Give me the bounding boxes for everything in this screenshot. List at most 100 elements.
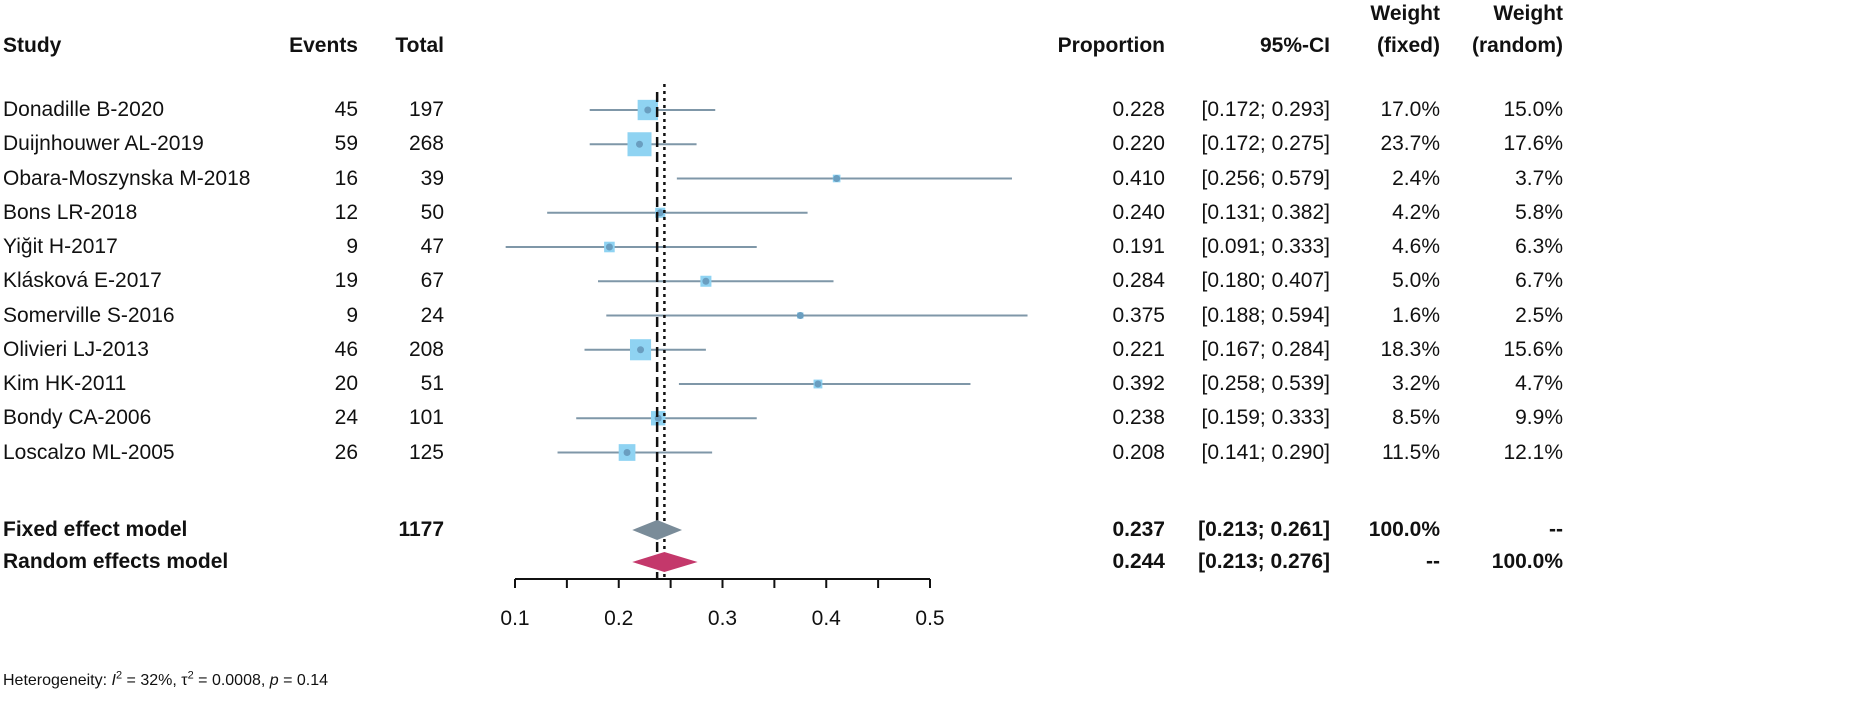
study-ci: [0.172; 0.275] xyxy=(1201,132,1330,156)
study-weight-fixed: 23.7% xyxy=(1380,132,1440,156)
study-proportion: 0.238 xyxy=(1112,406,1165,430)
study-events: 26 xyxy=(334,440,358,464)
study-total: 24 xyxy=(420,303,444,327)
study-proportion: 0.208 xyxy=(1112,440,1165,464)
header-ci: 95%-CI xyxy=(1259,34,1330,57)
point-estimate xyxy=(796,312,804,319)
study-weight-fixed: 3.2% xyxy=(1392,372,1440,395)
study-name: Klásková E-2017 xyxy=(3,269,162,293)
header-weight-fixed-2: (fixed) xyxy=(1377,34,1440,57)
study-events: 12 xyxy=(334,200,358,224)
study-weight-fixed: 2.4% xyxy=(1392,166,1440,190)
study-ci: [0.167; 0.284] xyxy=(1201,337,1330,361)
study-weight-fixed: 1.6% xyxy=(1392,303,1440,327)
study-weight-fixed: 8.5% xyxy=(1392,406,1440,430)
study-total: 208 xyxy=(408,337,444,361)
study-events: 24 xyxy=(334,406,358,430)
study-weight-fixed: 5.0% xyxy=(1392,269,1440,293)
point-estimate xyxy=(656,209,664,217)
study-events: 45 xyxy=(334,98,358,121)
study-events: 19 xyxy=(334,269,358,293)
fixed-proportion: 0.237 xyxy=(1112,518,1165,541)
header-total: Total xyxy=(395,34,444,57)
point-estimate xyxy=(814,380,822,388)
fixed-weight-random: -- xyxy=(1549,518,1563,541)
study-ci: [0.188; 0.594] xyxy=(1201,303,1330,327)
study-total: 39 xyxy=(420,166,444,190)
study-ci: [0.256; 0.579] xyxy=(1201,166,1330,190)
study-total: 67 xyxy=(420,269,444,293)
header-proportion: Proportion xyxy=(1057,34,1165,57)
study-name: Bons LR-2018 xyxy=(3,200,138,224)
header-events: Events xyxy=(289,34,358,57)
study-proportion: 0.240 xyxy=(1112,200,1165,224)
study-ci: [0.141; 0.290] xyxy=(1201,440,1330,464)
study-total: 47 xyxy=(420,235,444,258)
study-total: 101 xyxy=(408,406,444,430)
study-weight-fixed: 17.0% xyxy=(1380,98,1440,121)
x-tick-label: 0.3 xyxy=(708,607,737,630)
point-estimate xyxy=(637,346,645,354)
random-label: Random effects model xyxy=(3,550,229,573)
study-events: 9 xyxy=(346,235,358,258)
study-weight-random: 5.8% xyxy=(1515,200,1563,224)
study-total: 197 xyxy=(408,98,444,121)
study-ci: [0.091; 0.333] xyxy=(1201,235,1330,258)
point-estimate xyxy=(702,277,710,285)
point-estimate xyxy=(636,140,643,148)
study-total: 268 xyxy=(408,132,444,156)
study-name: Somerville S-2016 xyxy=(3,303,175,327)
x-tick-label: 0.1 xyxy=(500,607,529,630)
fixed-ci: [0.213; 0.261] xyxy=(1198,518,1330,541)
heterogeneity-text: Heterogeneity: I2 = 32%, τ2 = 0.0008, p … xyxy=(3,669,329,689)
fixed-label: Fixed effect model xyxy=(3,518,188,541)
study-name: Yiğit H-2017 xyxy=(3,235,118,258)
study-ci: [0.159; 0.333] xyxy=(1201,406,1330,430)
study-weight-fixed: 4.6% xyxy=(1392,235,1440,258)
study-proportion: 0.410 xyxy=(1112,166,1165,190)
study-total: 50 xyxy=(420,200,444,224)
x-tick-label: 0.5 xyxy=(915,607,944,630)
study-weight-random: 15.6% xyxy=(1503,337,1563,361)
study-weight-fixed: 18.3% xyxy=(1380,337,1440,361)
study-proportion: 0.375 xyxy=(1112,303,1165,327)
random-weight-fixed: -- xyxy=(1426,550,1440,573)
study-weight-fixed: 11.5% xyxy=(1382,440,1440,464)
study-name: Bondy CA-2006 xyxy=(3,406,152,430)
header-weight-random-1: Weight xyxy=(1493,2,1563,25)
header-study: Study xyxy=(3,34,62,57)
study-name: Olivieri LJ-2013 xyxy=(3,337,149,361)
study-events: 46 xyxy=(334,337,358,361)
study-ci: [0.180; 0.407] xyxy=(1201,269,1330,293)
study-weight-fixed: 4.2% xyxy=(1392,200,1440,224)
study-ci: [0.258; 0.539] xyxy=(1201,372,1330,395)
random-effect-diamond xyxy=(632,552,698,572)
x-tick-label: 0.2 xyxy=(604,607,633,630)
x-tick-label: 0.4 xyxy=(812,607,842,630)
study-weight-random: 2.5% xyxy=(1515,303,1563,327)
study-weight-random: 17.6% xyxy=(1503,132,1563,156)
study-proportion: 0.228 xyxy=(1112,98,1165,121)
header-weight-fixed-1: Weight xyxy=(1370,2,1440,25)
study-events: 9 xyxy=(346,303,358,327)
study-proportion: 0.220 xyxy=(1112,132,1165,156)
study-name: Loscalzo ML-2005 xyxy=(3,440,175,464)
study-ci: [0.131; 0.382] xyxy=(1201,200,1330,224)
fixed-total: 1177 xyxy=(398,518,444,541)
point-estimate xyxy=(833,175,841,182)
point-estimate xyxy=(605,243,613,251)
study-weight-random: 6.7% xyxy=(1515,269,1563,293)
random-weight-random: 100.0% xyxy=(1491,550,1563,573)
study-weight-random: 15.0% xyxy=(1503,98,1563,121)
random-proportion: 0.244 xyxy=(1112,550,1165,573)
study-events: 16 xyxy=(334,166,358,190)
fixed-weight-fixed: 100.0% xyxy=(1368,518,1440,541)
study-proportion: 0.191 xyxy=(1112,235,1165,258)
study-name: Kim HK-2011 xyxy=(3,372,127,395)
study-weight-random: 4.7% xyxy=(1515,372,1563,395)
study-total: 125 xyxy=(408,440,444,464)
study-proportion: 0.284 xyxy=(1112,269,1165,293)
study-ci: [0.172; 0.293] xyxy=(1201,98,1330,121)
fixed-effect-diamond xyxy=(632,520,683,540)
